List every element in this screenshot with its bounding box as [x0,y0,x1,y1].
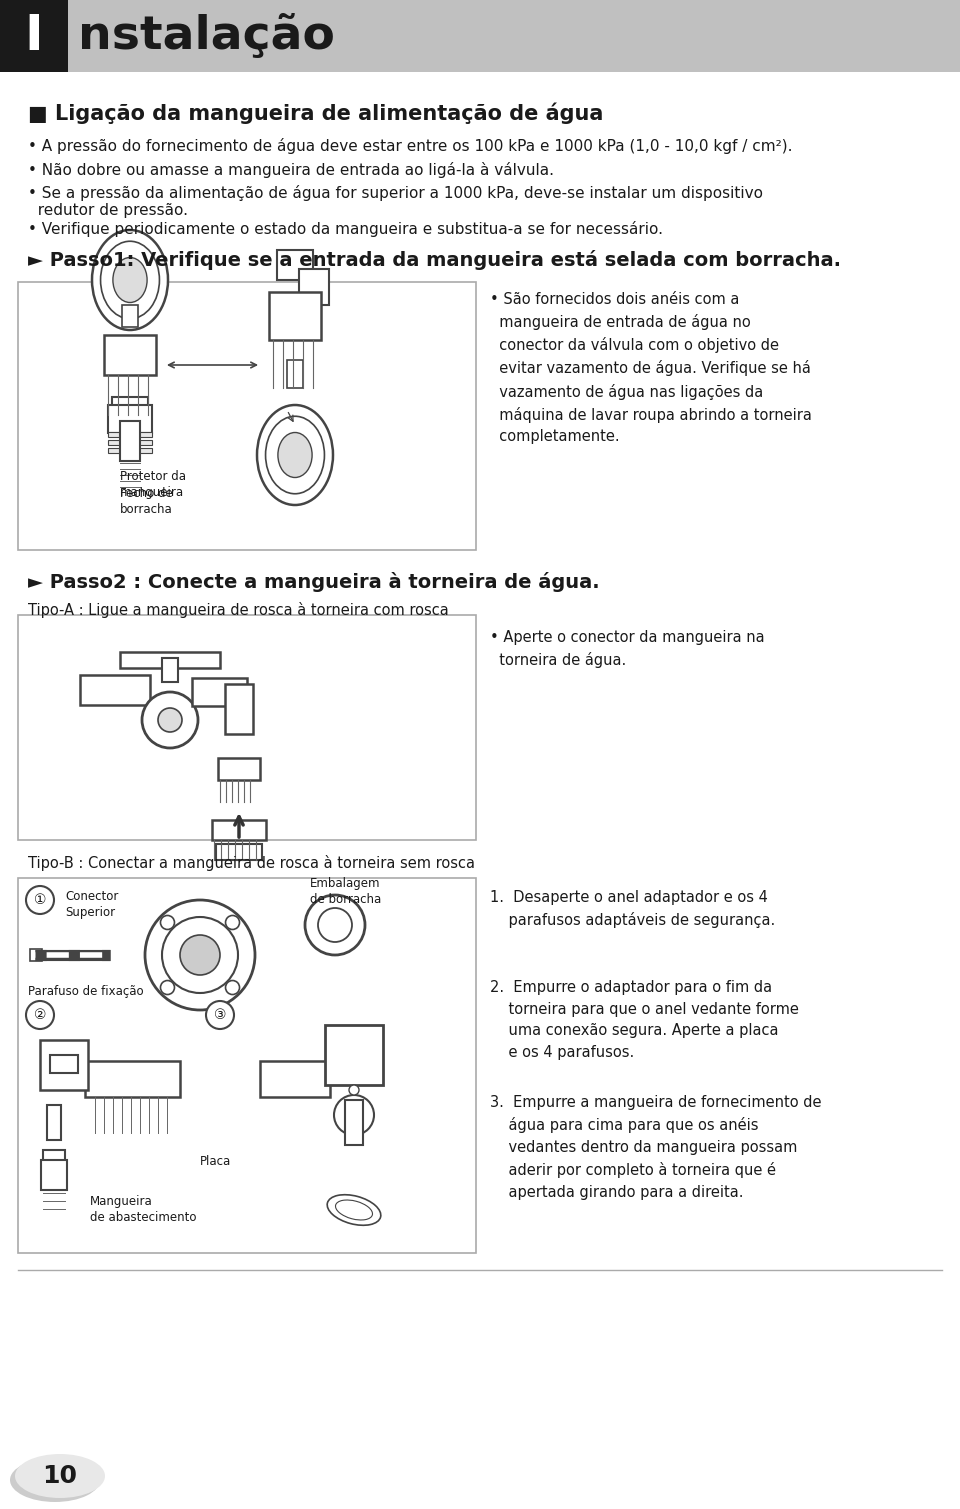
Bar [108,448,152,453]
Circle shape [349,1085,359,1096]
Text: Mangueira
de abastecimento: Mangueira de abastecimento [90,1195,197,1224]
Circle shape [318,908,352,942]
Text: 2.  Empurre o adaptador para o fim da
    torneira para que o anel vedante forme: 2. Empurre o adaptador para o fim da tor… [490,979,799,1059]
Circle shape [334,1096,374,1135]
Text: Conector
Superior: Conector Superior [65,890,118,919]
Bar [122,305,138,327]
Bar [40,1040,88,1089]
Circle shape [349,1135,359,1145]
Text: ► Passo2 : Conecte a mangueira à torneira de água.: ► Passo2 : Conecte a mangueira à torneir… [28,572,600,592]
Bar [104,335,156,376]
Text: Tipo-B : Conectar a mangueira de rosca à torneira sem rosca: Tipo-B : Conectar a mangueira de rosca à… [28,856,475,871]
Bar [277,250,313,281]
Text: 3.  Empurre a mangueira de fornecimento de
    água para cima para que os anéis
: 3. Empurre a mangueira de fornecimento d… [490,1096,822,1200]
Ellipse shape [277,433,312,477]
Bar [18,616,476,841]
Bar [287,361,303,388]
Text: • Não dobre ou amasse a mangueira de entrada ao ligá-la à válvula.: • Não dobre ou amasse a mangueira de ent… [28,161,554,178]
Text: ②: ② [34,1008,46,1022]
Bar [299,269,329,305]
Text: Tipo-A : Ligue a mangueira de rosca à torneira com rosca: Tipo-A : Ligue a mangueira de rosca à to… [28,602,448,619]
Circle shape [226,916,240,930]
Bar [120,421,140,462]
Text: • Se a pressão da alimentação de água for superior a 1000 kPa, deve-se instalar : • Se a pressão da alimentação de água fo… [28,186,763,201]
Text: • A pressão do fornecimento de água deve estar entre os 100 kPa e 1000 kPa (1,0 : • A pressão do fornecimento de água deve… [28,137,793,154]
Bar [225,684,253,733]
Bar [162,658,178,682]
Text: Fecho de
borracha: Fecho de borracha [120,487,173,516]
Bar [41,1160,67,1191]
Text: • Verifique periodicamente o estado da mangueira e substitua-a se for necessário: • Verifique periodicamente o estado da m… [28,220,663,237]
Bar [260,1061,330,1097]
Bar [85,1061,180,1097]
Bar [269,293,321,340]
Circle shape [160,981,175,994]
Text: redutor de pressão.: redutor de pressão. [28,204,188,217]
Text: • Aperte o conector da mangueira na
  torneira de água.: • Aperte o conector da mangueira na torn… [490,629,764,668]
Bar [43,1150,65,1169]
Bar [216,844,262,860]
Bar [345,1100,363,1145]
Circle shape [26,886,54,914]
Text: ■ Ligação da mangueira de alimentação de água: ■ Ligação da mangueira de alimentação de… [28,103,604,124]
Ellipse shape [101,241,159,318]
Text: I: I [25,12,43,60]
Text: • São fornecidos dois anéis com a
  mangueira de entrada de água no
  conector d: • São fornecidos dois anéis com a mangue… [490,293,812,444]
Bar [108,432,152,438]
Bar [0,0,960,72]
Ellipse shape [266,416,324,493]
Bar [80,675,150,705]
Ellipse shape [113,258,147,302]
Circle shape [226,981,240,994]
Bar [0,0,68,72]
Circle shape [180,936,220,975]
Bar [218,758,260,780]
Text: Parafuso de fixação: Parafuso de fixação [28,985,144,997]
Circle shape [145,899,255,1010]
Text: Protetor da
mangueira: Protetor da mangueira [120,469,186,499]
Bar [18,282,476,549]
Bar [120,652,220,668]
Bar [30,949,42,961]
Ellipse shape [92,229,168,330]
Ellipse shape [327,1195,381,1225]
Bar [50,1055,78,1073]
Circle shape [162,917,238,993]
Bar [212,819,266,841]
Circle shape [142,693,198,748]
Bar [108,404,152,433]
Text: ► Passo1: Verifique se a entrada da mangueira está selada com borracha.: ► Passo1: Verifique se a entrada da mang… [28,250,841,270]
Circle shape [305,895,365,955]
Text: Placa: Placa [200,1154,231,1168]
Circle shape [158,708,182,732]
Bar [18,878,476,1252]
Text: ①: ① [34,893,46,907]
Text: 10: 10 [42,1464,78,1488]
Text: nstalação: nstalação [78,14,335,59]
Ellipse shape [335,1200,372,1219]
Bar [325,1025,383,1085]
Bar [108,441,152,445]
Text: ③: ③ [214,1008,227,1022]
Bar [112,397,148,415]
Bar [192,678,247,706]
Circle shape [160,916,175,930]
Text: 1.  Desaperte o anel adaptador e os 4
    parafusos adaptáveis de segurança.: 1. Desaperte o anel adaptador e os 4 par… [490,890,776,928]
Ellipse shape [15,1455,105,1498]
Text: Embalagem
de borracha: Embalagem de borracha [310,877,381,905]
Circle shape [26,1000,54,1029]
Circle shape [206,1000,234,1029]
Bar [47,1105,61,1139]
Ellipse shape [257,404,333,506]
Ellipse shape [10,1458,100,1501]
